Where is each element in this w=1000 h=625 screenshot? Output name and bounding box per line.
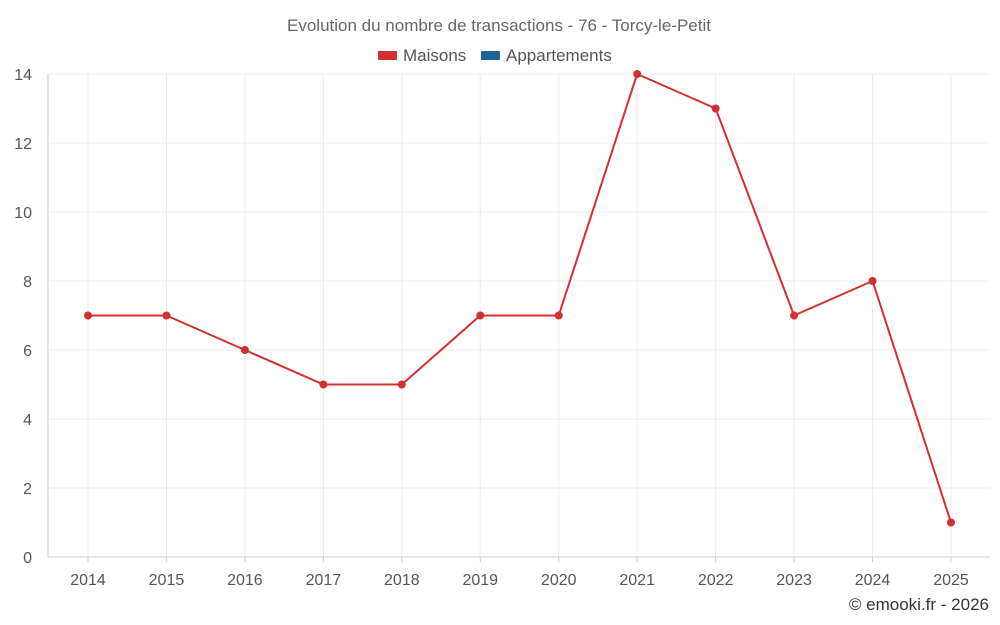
y-tick-label: 4 [23, 412, 32, 429]
legend-swatch-appartements[interactable] [481, 51, 500, 60]
y-tick-label: 14 [14, 67, 32, 84]
data-point-maisons[interactable] [868, 277, 877, 285]
legend-swatch-maisons[interactable] [378, 51, 397, 60]
x-tick-label: 2019 [462, 572, 498, 589]
legend-label-maisons[interactable]: Maisons [403, 46, 466, 65]
y-tick-label: 2 [23, 481, 32, 498]
data-point-maisons[interactable] [947, 518, 955, 527]
data-point-maisons[interactable] [476, 311, 485, 320]
x-tick-label: 2015 [149, 572, 185, 589]
x-tick-label: 2024 [855, 572, 891, 589]
footer-credit: © emooki.fr - 2026 [848, 595, 989, 614]
x-tick-label: 2025 [933, 572, 969, 589]
chart-title: Evolution du nombre de transactions - 76… [287, 16, 711, 35]
data-point-maisons[interactable] [790, 311, 799, 320]
data-point-maisons[interactable] [554, 311, 563, 320]
series-line-maisons [88, 73, 952, 523]
y-tick-label: 8 [23, 274, 32, 291]
y-gridlines [48, 73, 990, 489]
data-point-maisons[interactable] [84, 311, 92, 320]
x-tick-label: 2014 [70, 572, 106, 589]
data-point-maisons[interactable] [240, 346, 249, 354]
x-axis-ticks: 2014 2015 2016 2017 2018 2019 2020 2021 2022 2023… [70, 557, 969, 589]
axes [47, 74, 990, 558]
legend: Maisons Appartements [378, 46, 612, 65]
data-point-maisons[interactable] [711, 104, 720, 113]
y-tick-label: 6 [23, 343, 32, 360]
data-point-maisons[interactable] [319, 380, 328, 389]
x-tick-label: 2020 [541, 572, 577, 589]
y-tick-label: 10 [14, 205, 32, 222]
data-point-maisons[interactable] [397, 380, 406, 389]
legend-label-appartements[interactable]: Appartements [506, 46, 612, 65]
y-tick-label: 0 [23, 550, 32, 567]
x-tick-label: 2021 [619, 572, 655, 589]
y-axis-ticks: 0 2 4 6 8 10 12 14 [14, 67, 32, 567]
x-tick-label: 2016 [227, 572, 263, 589]
x-tick-label: 2017 [306, 572, 342, 589]
y-tick-label: 12 [14, 136, 32, 153]
x-tick-label: 2023 [776, 572, 812, 589]
x-tick-label: 2022 [698, 572, 734, 589]
data-point-maisons[interactable] [162, 311, 171, 320]
series-group [84, 70, 955, 527]
x-tick-label: 2018 [384, 572, 420, 589]
data-point-maisons[interactable] [633, 70, 642, 78]
